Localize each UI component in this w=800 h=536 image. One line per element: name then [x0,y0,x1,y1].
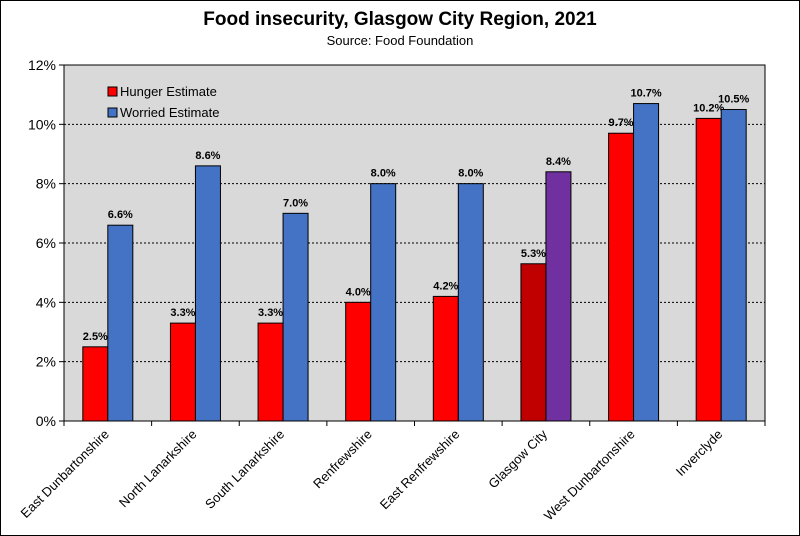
data-label: 2.5% [83,331,108,343]
data-label: 5.3% [521,248,546,260]
y-tick-label: 4% [36,294,56,310]
bar-worried [370,183,397,422]
data-label: 4.0% [346,286,371,298]
bar-hunger [169,322,196,422]
y-tick-label: 12% [28,57,56,73]
x-tick-label: East Renfrewshire [377,427,463,513]
x-tick-label: Inverclyde [673,427,726,480]
data-label: 10.5% [718,94,749,106]
y-tick-label: 6% [36,235,56,251]
data-label: 8.4% [546,156,571,168]
y-axis: 0% 2% 4% 6% 8% 10% 12% [28,57,64,429]
legend: Hunger Estimate Worried Estimate [107,84,219,120]
bar-worried [194,165,221,422]
bar-worried [457,183,484,422]
legend-swatch [107,86,118,97]
bar-hunger [608,132,635,422]
x-tick-label: North Lanarkshire [116,427,200,511]
bar-hunger [257,322,284,422]
data-label: 10.2% [693,102,724,114]
y-tick-label: 0% [36,413,56,429]
y-tick-label: 2% [36,354,56,370]
data-label: 7.0% [283,197,308,209]
x-tick-label: South Lanarkshire [202,427,287,512]
data-label: 4.2% [433,280,458,292]
y-tick-label: 8% [36,176,56,192]
bar-worried [282,212,309,422]
x-tick-label: West Dunbartonshire [541,427,638,524]
bar-hunger [695,117,722,422]
chart-title: Food insecurity, Glasgow City Region, 20… [203,9,597,30]
data-label: 6.6% [108,209,133,221]
bar-hunger [82,346,109,422]
x-tick-label: Glasgow City [485,426,550,491]
data-label: 3.3% [258,307,283,319]
data-label: 10.7% [630,88,661,100]
data-label: 8.0% [458,168,483,180]
data-label: 9.7% [609,117,634,129]
bar-worried [545,171,572,422]
bar-hunger [345,301,372,422]
y-tick-label: 10% [28,116,56,132]
legend-swatch [107,107,118,118]
bar-worried [107,224,134,422]
bar-worried [633,103,660,422]
x-axis: East Dunbartonshire North Lanarkshire Sout… [18,421,766,524]
legend-label: Hunger Estimate [120,84,217,99]
bar-hunger [432,295,459,422]
bars-group: 2.5% 6.6% 3.3% 8.6% 3.3% 7.0% 4.0% 8.0% 4.2% 8.0%… [82,88,749,422]
chart-subtitle: Source: Food Foundation [326,33,474,48]
data-label: 8.0% [371,168,396,180]
x-tick-label: Renfrewshire [310,427,375,492]
x-tick-label: East Dunbartonshire [18,427,112,521]
bar-hunger [520,263,547,422]
data-label: 8.6% [195,150,220,162]
legend-label: Worried Estimate [120,105,219,120]
bar-worried [720,109,747,422]
data-label: 3.3% [170,307,195,319]
